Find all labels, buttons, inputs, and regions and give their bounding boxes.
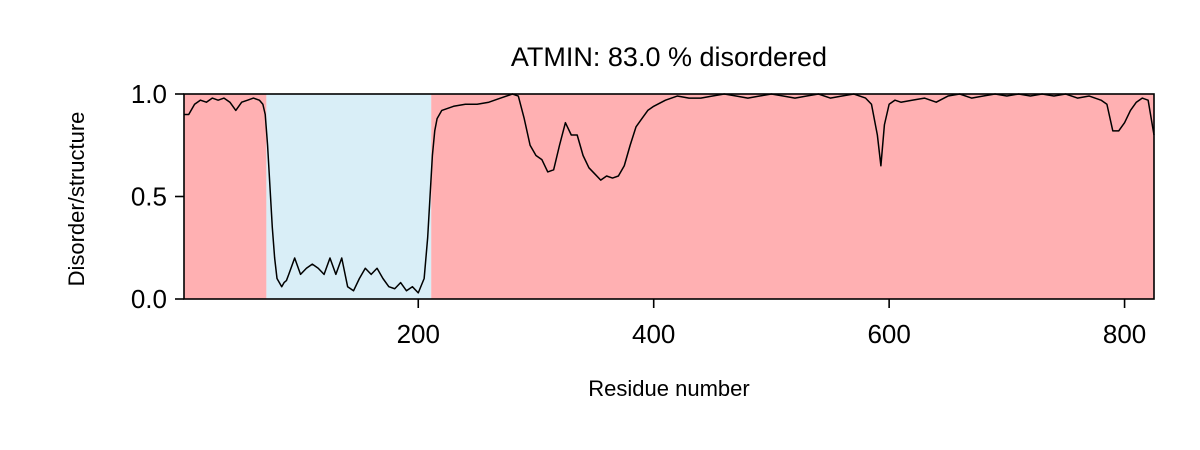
y-tick-label: 0.5	[131, 182, 167, 212]
disordered-region-2	[431, 94, 1154, 299]
y-axis-label: Disorder/structure	[64, 112, 89, 287]
disordered-region-0	[184, 94, 267, 299]
x-axis: 200 400 600 800	[397, 299, 1146, 349]
y-tick-label: 1.0	[131, 79, 167, 109]
x-tick-label: 600	[867, 319, 910, 349]
x-axis-label: Residue number	[588, 376, 749, 401]
x-tick-label: 200	[397, 319, 440, 349]
region-bands	[184, 94, 1154, 299]
disorder-profile-line	[184, 93, 1155, 294]
x-tick-label: 800	[1103, 319, 1146, 349]
chart-title: ATMIN: 83.0 % disordered	[511, 42, 827, 72]
structured-region-1	[266, 94, 432, 299]
y-axis: 0.0 0.5 1.0	[131, 79, 184, 314]
x-tick-label: 400	[632, 319, 675, 349]
y-tick-label: 0.0	[131, 284, 167, 314]
